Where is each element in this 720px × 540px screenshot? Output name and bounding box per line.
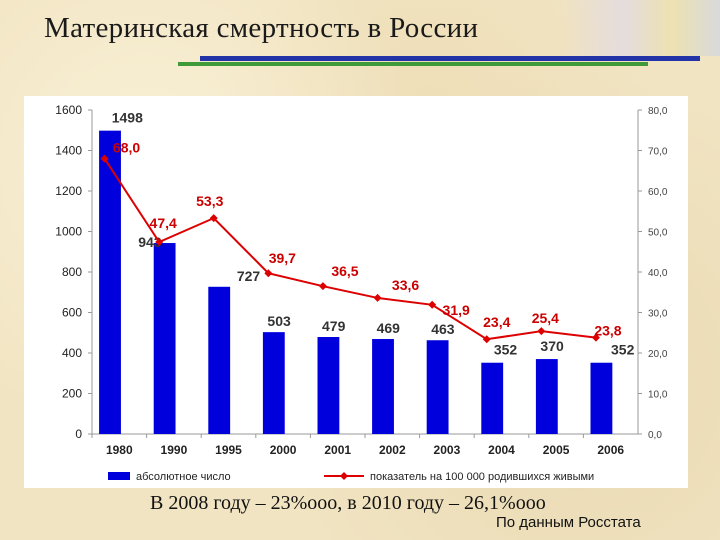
legend-line-label: показатель на 100 000 родившихся живыми (370, 471, 594, 483)
rate-point (482, 335, 491, 344)
bar-data-label: 469 (377, 320, 401, 336)
rate-data-label: 33,6 (392, 277, 419, 293)
y-right-tick-label: 50,0 (648, 228, 668, 239)
rate-point (209, 214, 218, 223)
x-tick-label: 2004 (488, 443, 515, 457)
bar (153, 243, 176, 434)
rate-data-label: 47,4 (150, 215, 177, 231)
x-tick-label: 1990 (161, 443, 188, 457)
y-right-tick-label: 10,0 (648, 390, 668, 401)
rate-point (100, 154, 109, 163)
rate-data-label: 36,5 (331, 263, 358, 279)
rate-data-label: 31,9 (443, 302, 470, 318)
bar (426, 340, 449, 434)
bar-data-label: 1498 (112, 110, 143, 126)
y-right-tick-label: 60,0 (648, 187, 668, 198)
rate-point (591, 333, 600, 342)
bar (372, 339, 394, 434)
decorative-bar-green (178, 62, 648, 66)
y-left-tick-label: 1000 (55, 225, 82, 239)
x-tick-label: 2006 (597, 443, 624, 457)
bar (99, 130, 121, 434)
y-left-tick-label: 1600 (55, 103, 82, 117)
y-right-tick-label: 30,0 (648, 309, 668, 320)
rate-data-label: 25,4 (532, 310, 559, 326)
bar-data-label: 463 (431, 321, 455, 337)
rate-data-label: 68,0 (113, 140, 140, 156)
y-right-tick-label: 40,0 (648, 268, 668, 279)
rate-point (318, 282, 327, 291)
y-left-tick-label: 0 (75, 427, 82, 441)
x-tick-label: 1980 (106, 443, 133, 457)
rate-point (537, 327, 546, 336)
rate-point (373, 293, 382, 302)
footnote: В 2008 году – 23%ooo, в 2010 году – 26,1… (150, 492, 546, 514)
y-left-tick-label: 1200 (55, 184, 82, 198)
y-right-tick-label: 70,0 (648, 147, 668, 158)
bar-data-label: 352 (494, 342, 518, 358)
bar-data-label: 727 (237, 268, 261, 284)
rate-data-label: 39,7 (269, 250, 296, 266)
x-tick-label: 2001 (324, 443, 351, 457)
rate-data-label: 53,3 (196, 193, 223, 209)
y-left-tick-label: 600 (62, 306, 82, 320)
x-tick-label: 2002 (379, 443, 406, 457)
y-right-tick-label: 80,0 (648, 106, 668, 117)
x-tick-label: 1995 (215, 443, 242, 457)
x-tick-label: 2005 (543, 443, 570, 457)
legend-line-marker (340, 472, 348, 480)
bar (535, 359, 558, 434)
rate-data-label: 23,8 (594, 323, 621, 339)
x-tick-label: 2003 (434, 443, 461, 457)
y-right-tick-label: 20,0 (648, 349, 668, 360)
slide-title: Материнская смертность в России (44, 12, 479, 44)
chart-panel: 0 200 400 600 800 1000 1200 1400 1600 0,0 10,0 20,0… (24, 96, 688, 488)
bar (590, 362, 613, 434)
y-left-tick-label: 400 (62, 346, 82, 360)
bar-data-label: 352 (611, 342, 635, 358)
x-tick-label: 2000 (270, 443, 297, 457)
decorative-bar-blue (200, 56, 700, 61)
y-left-tick-label: 1400 (55, 144, 82, 158)
y-left-tick-label: 800 (62, 265, 82, 279)
rate-point (155, 238, 164, 247)
corner-flowers-image (560, 0, 720, 56)
rate-data-label: 23,4 (483, 314, 510, 330)
rate-series-line (103, 158, 597, 341)
bar (262, 332, 285, 434)
source-note: По данным Росстата (496, 514, 641, 531)
y-right-tick-label: 0,0 (648, 430, 662, 441)
legend-bar-swatch (108, 472, 130, 480)
y-left-tick-label: 200 (62, 387, 82, 401)
bar (208, 286, 231, 434)
rate-point (264, 269, 273, 278)
maternal-mortality-chart: 0 200 400 600 800 1000 1200 1400 1600 0,0 10,0 20,0… (55, 103, 668, 483)
rate-point (428, 300, 437, 309)
bar-data-label: 479 (322, 318, 346, 334)
legend-bar-label: абсолютное число (136, 471, 231, 483)
bar-data-label: 503 (267, 313, 291, 329)
bar (317, 337, 340, 434)
bar (481, 362, 504, 434)
bar-data-label: 370 (540, 338, 564, 354)
